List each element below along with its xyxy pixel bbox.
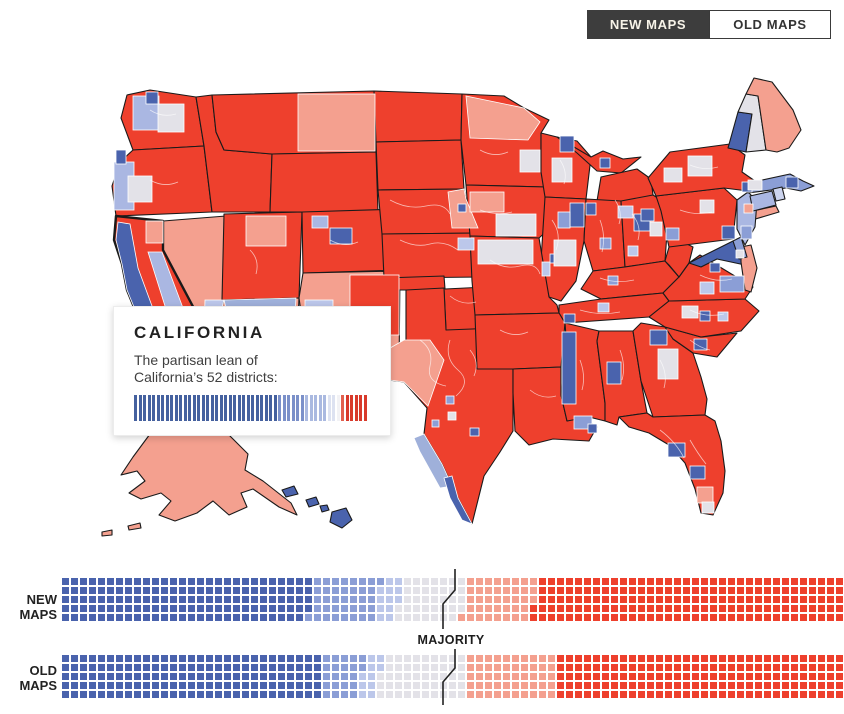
state-michigan-up[interactable]: [556, 136, 642, 174]
us-congressional-district-map[interactable]: [0, 0, 844, 570]
state-alaska[interactable]: [120, 425, 298, 522]
majority-label: MAJORITY: [417, 633, 485, 647]
new-maps-waffle-chart: [62, 578, 843, 621]
aleutian-islands: [101, 522, 142, 537]
tooltip-title: CALIFORNIA: [134, 323, 265, 342]
new-maps-button[interactable]: NEW MAPS: [587, 10, 709, 39]
new-maps-strip-label: NEW MAPS: [19, 592, 57, 622]
tooltip-lean-barcode: [134, 395, 374, 422]
state-tooltip: CALIFORNIA The partisan lean of Californ…: [113, 306, 391, 437]
state-maine[interactable]: [745, 77, 802, 153]
tooltip-body-line2: California’s 52 districts:: [134, 369, 278, 386]
state-north-dakota[interactable]: [373, 90, 463, 143]
old-maps-button[interactable]: OLD MAPS: [709, 10, 831, 39]
state-south-dakota[interactable]: [375, 139, 465, 191]
state-wyoming[interactable]: [269, 151, 379, 213]
map-version-toggle: NEW MAPS OLD MAPS: [587, 10, 831, 39]
tooltip-body-line1: The partisan lean of: [134, 352, 258, 368]
old-maps-waffle-chart: [62, 655, 843, 698]
state-rhode-island[interactable]: [772, 186, 786, 202]
state-hawaii[interactable]: [281, 485, 353, 529]
old-maps-strip-label: OLD MAPS: [19, 663, 57, 693]
state-arkansas[interactable]: [474, 312, 566, 370]
